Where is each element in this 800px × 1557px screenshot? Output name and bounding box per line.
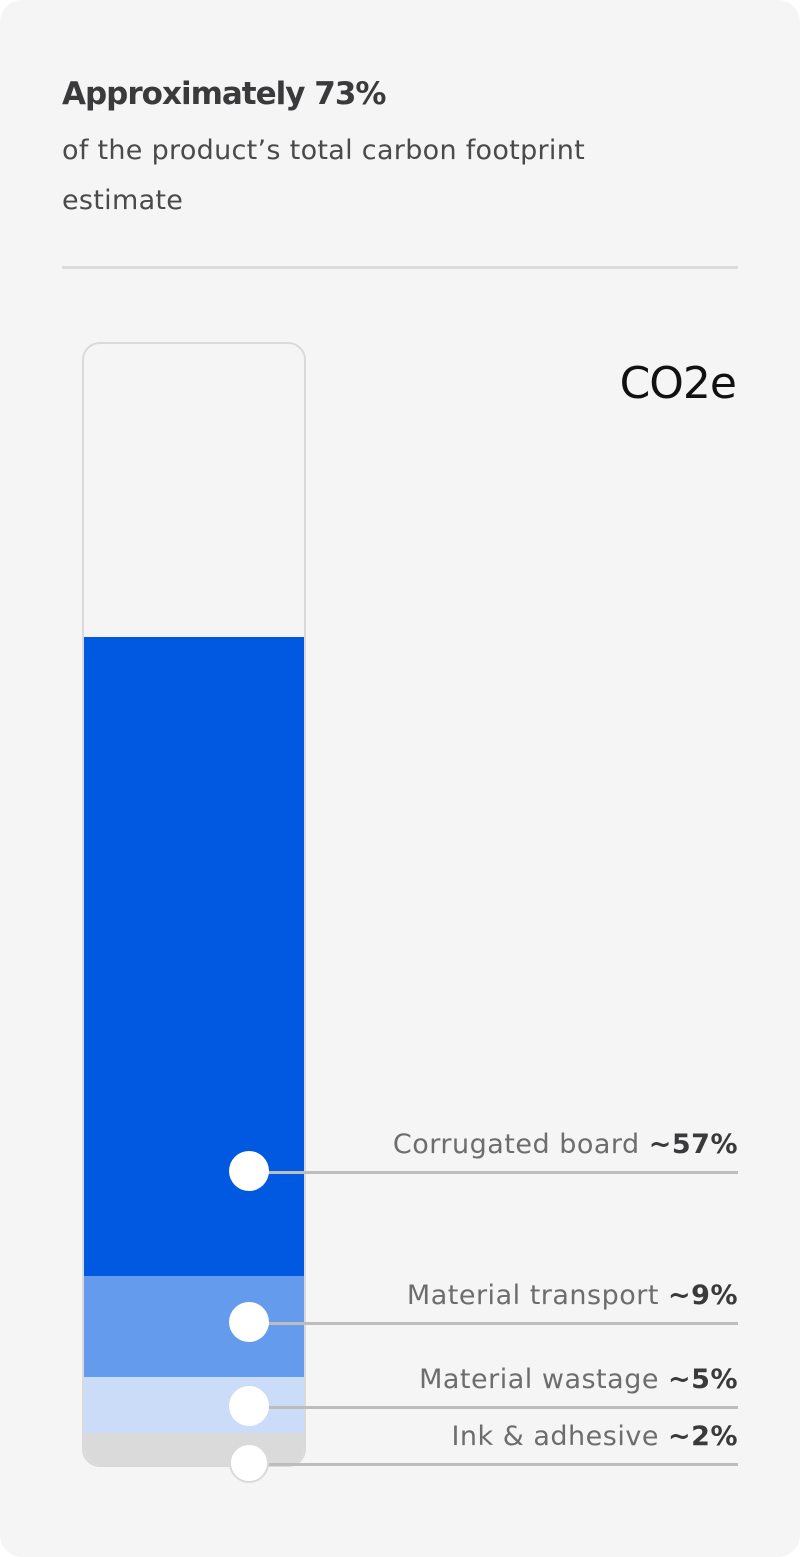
label-corrugated-board: Corrugated board ~57% xyxy=(393,1129,738,1160)
category-label: Corrugated board xyxy=(392,1129,649,1160)
stacked-bar xyxy=(82,342,306,1467)
marker-dot-corrugated-board xyxy=(229,1151,269,1191)
value-label: ~9% xyxy=(668,1280,738,1311)
value-label: ~5% xyxy=(668,1364,738,1395)
leader-line-material-wastage xyxy=(252,1406,738,1409)
label-ink-adhesive: Ink & adhesive ~2% xyxy=(451,1421,738,1452)
marker-dot-material-wastage xyxy=(229,1386,269,1426)
label-material-transport: Material transport ~9% xyxy=(407,1280,738,1311)
category-label: Material wastage xyxy=(419,1364,669,1395)
bar-segment-corrugated-board xyxy=(84,637,304,1277)
leader-line-ink-adhesive xyxy=(252,1463,738,1466)
bar-segment-material-transport xyxy=(84,1276,304,1377)
category-label: Ink & adhesive xyxy=(451,1421,669,1452)
leader-line-corrugated-board xyxy=(252,1171,738,1174)
divider xyxy=(62,266,738,269)
leader-line-material-transport xyxy=(252,1322,738,1325)
chart-title: Approximately 73% xyxy=(62,76,386,112)
value-label: ~57% xyxy=(648,1129,738,1160)
bar-segment-ink-adhesive xyxy=(84,1433,304,1465)
value-label: ~2% xyxy=(668,1421,738,1452)
category-label: Material transport xyxy=(406,1280,669,1311)
marker-dot-material-transport xyxy=(229,1302,269,1342)
unit-label: CO2e xyxy=(619,358,737,409)
marker-dot-ink-adhesive xyxy=(229,1443,269,1483)
label-material-wastage: Material wastage ~5% xyxy=(419,1364,738,1395)
bar-segment-material-wastage xyxy=(84,1376,304,1433)
chart-subtitle: of the product’s total carbon footprint … xyxy=(62,135,586,216)
